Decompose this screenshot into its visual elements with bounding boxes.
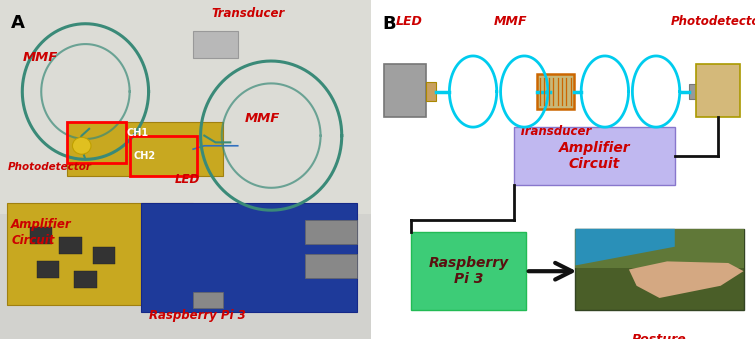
Text: MMF: MMF xyxy=(245,112,280,125)
FancyBboxPatch shape xyxy=(0,0,371,214)
FancyBboxPatch shape xyxy=(696,64,740,117)
FancyBboxPatch shape xyxy=(384,64,427,117)
FancyBboxPatch shape xyxy=(74,271,97,288)
Text: B: B xyxy=(383,15,396,33)
Polygon shape xyxy=(629,261,744,298)
Text: LED: LED xyxy=(396,16,423,28)
FancyBboxPatch shape xyxy=(0,0,371,339)
Text: LED: LED xyxy=(174,173,200,186)
Text: Photodetector: Photodetector xyxy=(8,161,91,172)
Text: Raspberry Pi 3: Raspberry Pi 3 xyxy=(149,309,245,322)
FancyBboxPatch shape xyxy=(141,203,356,312)
FancyBboxPatch shape xyxy=(93,247,116,264)
FancyBboxPatch shape xyxy=(538,74,574,109)
Text: CH2: CH2 xyxy=(134,151,156,161)
Circle shape xyxy=(72,137,91,154)
Polygon shape xyxy=(575,229,675,265)
FancyBboxPatch shape xyxy=(575,229,744,268)
FancyBboxPatch shape xyxy=(193,31,238,58)
Text: Transducer: Transducer xyxy=(211,7,285,20)
Text: Photodetector: Photodetector xyxy=(670,16,755,28)
FancyBboxPatch shape xyxy=(575,229,744,310)
FancyBboxPatch shape xyxy=(689,84,696,99)
Text: Raspberry
Pi 3: Raspberry Pi 3 xyxy=(428,256,509,286)
FancyBboxPatch shape xyxy=(411,232,525,310)
Text: MMF: MMF xyxy=(23,51,57,64)
FancyBboxPatch shape xyxy=(514,127,675,185)
FancyBboxPatch shape xyxy=(37,261,60,278)
Text: Amplifier
Circuit: Amplifier Circuit xyxy=(11,218,72,247)
Text: Amplifier
Circuit: Amplifier Circuit xyxy=(559,141,630,171)
Text: MMF: MMF xyxy=(494,16,527,28)
FancyBboxPatch shape xyxy=(304,220,356,244)
FancyBboxPatch shape xyxy=(193,292,223,308)
Text: CH1: CH1 xyxy=(126,127,149,138)
FancyBboxPatch shape xyxy=(8,203,193,305)
FancyBboxPatch shape xyxy=(67,122,223,176)
FancyBboxPatch shape xyxy=(29,227,52,244)
FancyBboxPatch shape xyxy=(427,82,436,101)
Text: Transducer: Transducer xyxy=(519,125,592,138)
Text: A: A xyxy=(11,14,25,32)
Text: Posture
Classification: Posture Classification xyxy=(612,333,707,339)
FancyBboxPatch shape xyxy=(304,254,356,278)
FancyBboxPatch shape xyxy=(60,237,82,254)
